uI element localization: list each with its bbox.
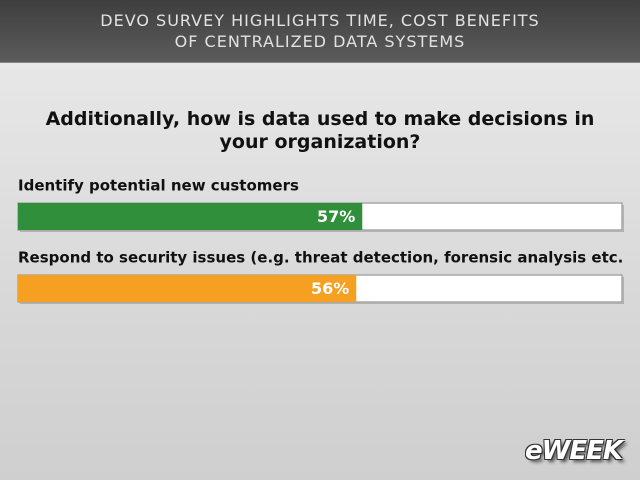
header: DEVO SURVEY HIGHLIGHTS TIME, COST BENEFI… xyxy=(0,0,640,63)
chart-title: DEVO SURVEY HIGHLIGHTS TIME, COST BENEFI… xyxy=(100,11,540,51)
value-label: 56% xyxy=(311,279,349,298)
category-label: Identify potential new customers xyxy=(18,177,299,195)
chart-subtitle: Additionally, how is data used to make d… xyxy=(45,108,595,153)
value-label: 57% xyxy=(317,207,355,226)
logo: eWEEK xyxy=(525,436,623,466)
category-label: Respond to security issues (e.g. threat … xyxy=(18,249,623,267)
bar xyxy=(18,203,363,230)
bar xyxy=(18,275,357,302)
